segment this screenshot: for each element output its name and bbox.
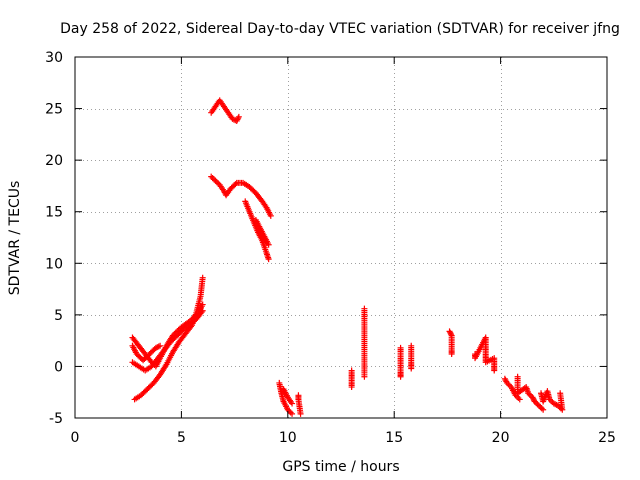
series-segment-12 xyxy=(348,367,355,391)
data-point-marker xyxy=(408,365,415,372)
data-point-marker xyxy=(199,274,206,281)
series-segment-10 xyxy=(280,386,296,407)
x-tick-label: 5 xyxy=(177,430,186,446)
y-tick-label: 20 xyxy=(45,153,63,169)
data-point-marker xyxy=(361,373,368,380)
data-point-marker xyxy=(235,115,242,122)
grid-lines xyxy=(75,57,607,418)
data-point-marker xyxy=(199,307,206,314)
data-point-marker xyxy=(187,323,194,330)
y-tick-label: 10 xyxy=(45,256,63,272)
x-tick-label: 0 xyxy=(71,430,80,446)
y-axis-label: SDTVAR / TECUs xyxy=(7,181,23,296)
y-tick-label: 15 xyxy=(45,205,63,221)
series-segment-6 xyxy=(208,173,274,219)
series-segment-17 xyxy=(472,334,498,374)
y-tick-label: 5 xyxy=(54,308,63,324)
series-segment-19 xyxy=(514,373,547,413)
data-point-marker xyxy=(397,373,404,380)
x-tick-label: 10 xyxy=(279,430,297,446)
data-point-marker xyxy=(289,410,296,417)
data-point-marker xyxy=(199,301,206,308)
data-point-marker xyxy=(540,406,547,413)
axis-ticks: 0 5 10 15 20 25 -5 0 5 10 15 20 25 30 xyxy=(45,50,616,446)
data-point-marker xyxy=(447,331,454,338)
data-point-marker xyxy=(297,410,304,417)
data-point-marker xyxy=(157,342,164,349)
y-tick-label: 25 xyxy=(45,102,63,118)
data-point-marker xyxy=(516,396,523,403)
series-segment-14 xyxy=(397,344,404,380)
data-point-marker xyxy=(267,212,274,219)
plot-frame xyxy=(74,56,608,419)
data-points xyxy=(129,97,566,417)
data-point-marker xyxy=(557,390,564,397)
y-tick-label: 0 xyxy=(54,359,63,375)
data-point-marker xyxy=(448,351,455,358)
series-segment-8 xyxy=(252,216,272,248)
data-point-marker xyxy=(348,384,355,391)
series-segment-13 xyxy=(361,305,368,380)
data-point-marker xyxy=(289,400,296,407)
data-point-marker xyxy=(232,181,239,188)
data-point-marker xyxy=(265,241,272,248)
series-segment-2 xyxy=(129,342,164,364)
series-segment-9 xyxy=(276,379,296,417)
data-point-marker xyxy=(235,113,242,120)
y-tick-label: -5 xyxy=(49,411,63,427)
x-tick-label: 25 xyxy=(598,430,616,446)
chart-title: Day 258 of 2022, Sidereal Day-to-day VTE… xyxy=(60,21,620,37)
series-segment-16 xyxy=(446,328,455,358)
series-segment-15 xyxy=(408,342,415,372)
y-tick-label: 30 xyxy=(45,50,63,66)
x-axis-label: GPS time / hours xyxy=(282,459,399,475)
data-point-marker xyxy=(491,367,498,374)
x-tick-label: 20 xyxy=(492,430,510,446)
data-point-marker xyxy=(265,256,272,263)
x-tick-label: 15 xyxy=(385,430,403,446)
series-segment-20 xyxy=(538,388,566,413)
data-point-marker xyxy=(198,309,205,316)
series-segment-11 xyxy=(295,392,304,417)
series-segment-5 xyxy=(208,97,242,124)
series-segment-4 xyxy=(131,274,206,403)
